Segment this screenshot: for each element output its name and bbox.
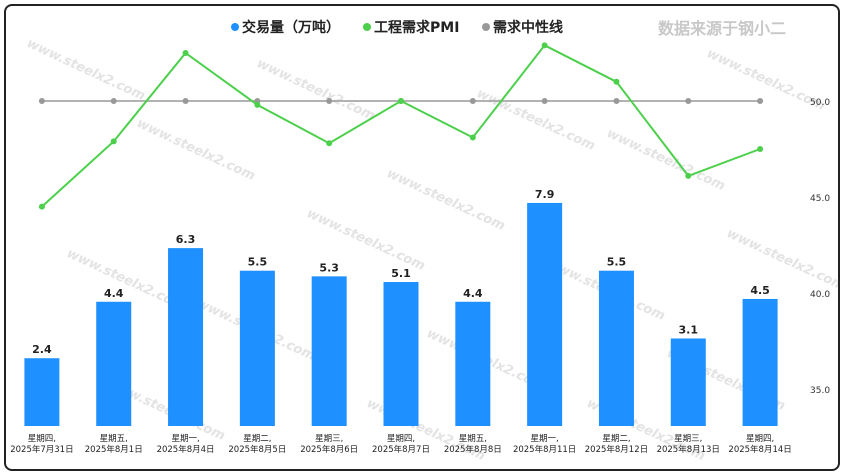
x-tick-weekday: 星期二, xyxy=(243,434,271,444)
legend: 交易量（万吨） 工程需求PMI 需求中性线 xyxy=(231,19,563,36)
bar-value-label: 5.5 xyxy=(607,256,627,269)
pmi-point xyxy=(757,146,764,152)
pmi-point xyxy=(254,101,261,108)
x-tick-weekday: 星期二, xyxy=(602,434,630,444)
x-tick-weekday: 星期五, xyxy=(459,434,487,444)
x-tick-weekday: 星期一, xyxy=(171,434,199,444)
neutral-point xyxy=(182,98,189,104)
bar xyxy=(239,270,275,426)
neutral-point xyxy=(38,98,45,104)
pmi-point xyxy=(685,172,692,179)
neutral-point xyxy=(326,98,333,104)
y-tick-label: 35.0 xyxy=(810,386,830,396)
x-tick-weekday: 星期三, xyxy=(315,434,343,444)
chart-frame: www.steelx2.com www.steelx2.com www.steelx… xyxy=(4,4,840,471)
x-tick-date: 2025年8月13日 xyxy=(657,444,720,455)
watermark-text: www.steelx2.com xyxy=(24,36,147,104)
x-tick-date: 2025年8月8日 xyxy=(444,444,502,455)
bar-value-label: 5.1 xyxy=(391,267,411,280)
y-tick-label: 50.0 xyxy=(810,98,830,108)
x-tick-date: 2025年8月12日 xyxy=(585,444,648,455)
pmi-point xyxy=(469,134,476,141)
bar xyxy=(24,358,60,426)
bar xyxy=(455,301,491,426)
legend-bar-label: 交易量（万吨） xyxy=(242,19,340,36)
bar xyxy=(742,298,778,426)
x-tick-date: 2025年8月7日 xyxy=(372,444,430,455)
source-note: 数据来源于钢小二 xyxy=(658,19,786,38)
pmi-point xyxy=(541,42,548,49)
x-tick-date: 2025年8月6日 xyxy=(300,444,358,455)
watermark-text: www.steelx2.com xyxy=(474,86,597,154)
watermark-text: www.steelx2.com xyxy=(384,166,507,234)
bar xyxy=(670,338,706,426)
pmi-point xyxy=(38,203,45,210)
bar-value-label: 4.5 xyxy=(750,284,770,297)
watermark-text: www.steelx2.com xyxy=(134,116,257,184)
bar-value-label: 3.1 xyxy=(679,323,699,336)
category-labels: 星期四,2025年7月31日星期五,2025年8月1日星期一,2025年8月4日… xyxy=(10,434,792,455)
legend-pmi-marker xyxy=(363,23,371,31)
bar xyxy=(598,270,634,426)
bar xyxy=(527,202,563,426)
x-tick-weekday: 星期四, xyxy=(746,434,774,444)
right-axis-ticks: 50.0 45.0 40.0 35.0 xyxy=(810,98,830,396)
x-tick-weekday: 星期三, xyxy=(674,434,702,444)
y-tick-label: 45.0 xyxy=(810,194,830,204)
bar-value-label: 5.5 xyxy=(248,256,268,269)
neutral-point xyxy=(685,98,692,104)
x-tick-weekday: 星期四, xyxy=(387,434,415,444)
neutral-point xyxy=(110,98,117,104)
x-tick-date: 2025年8月5日 xyxy=(228,444,286,455)
x-tick-date: 2025年8月1日 xyxy=(85,444,143,455)
bar-value-label: 4.4 xyxy=(463,287,483,300)
watermark-text: www.steelx2.com xyxy=(704,46,827,114)
bar-value-label: 2.4 xyxy=(32,343,52,356)
pmi-point xyxy=(613,78,620,85)
bar-series: 2.4 4.4 6.3 5.5 5.3 5.1 4.4 7.9 5.5 3.1 4.5 xyxy=(24,188,778,426)
bar xyxy=(383,282,419,426)
bar-value-label: 7.9 xyxy=(535,188,555,201)
legend-neutral-label: 需求中性线 xyxy=(493,19,563,36)
x-tick-date: 2025年8月4日 xyxy=(157,444,215,455)
bar-value-label: 5.3 xyxy=(319,261,339,274)
legend-pmi-label: 工程需求PMI xyxy=(374,19,459,36)
bar xyxy=(311,276,347,426)
line-series xyxy=(38,42,764,210)
x-tick-date: 2025年8月14日 xyxy=(728,444,791,455)
watermark-text: www.steelx2.com xyxy=(724,226,838,294)
pmi-point xyxy=(110,138,117,145)
x-tick-date: 2025年8月11日 xyxy=(513,444,576,455)
x-tick-weekday: 星期一, xyxy=(531,434,559,444)
legend-bar-marker xyxy=(231,23,239,31)
chart-canvas: www.steelx2.comwww.steelx2.comwww.steelx… xyxy=(10,19,838,464)
watermark-text: www.steelx2.com xyxy=(604,126,727,194)
neutral-point xyxy=(613,98,620,104)
pmi-point xyxy=(398,98,404,104)
neutral-point xyxy=(757,98,764,104)
bar-value-label: 4.4 xyxy=(104,287,124,300)
x-tick-date: 2025年7月31日 xyxy=(10,444,73,455)
x-tick-weekday: 星期五, xyxy=(100,434,128,444)
neutral-point xyxy=(469,98,476,104)
bar xyxy=(96,301,132,426)
y-tick-label: 40.0 xyxy=(810,290,830,300)
neutral-point xyxy=(541,98,548,104)
x-tick-weekday: 星期四, xyxy=(28,434,56,444)
pmi-point xyxy=(182,50,189,56)
bar xyxy=(168,248,204,426)
legend-neutral-marker xyxy=(482,23,490,31)
pmi-point xyxy=(326,140,333,147)
bar-value-label: 6.3 xyxy=(176,233,196,246)
